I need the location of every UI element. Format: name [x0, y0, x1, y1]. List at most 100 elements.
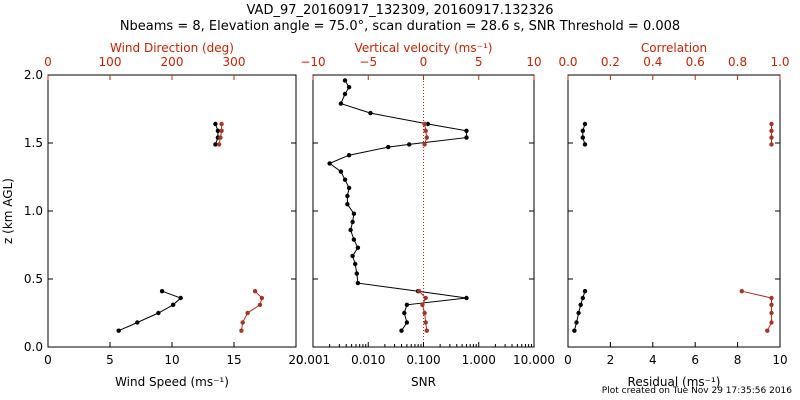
x2-tick-label-middle: 0: [420, 55, 428, 69]
series-line-middle-2: [424, 123, 428, 145]
data-point-right: [574, 320, 579, 325]
data-point-left: [216, 142, 222, 147]
data-point-left: [159, 289, 165, 294]
series-line-left-3: [218, 124, 223, 145]
data-point-middle: [327, 161, 332, 166]
x2-axis-label-left: Wind Direction (deg): [110, 41, 234, 55]
x2-axis-label-right: Correlation: [641, 41, 707, 55]
data-point-right: [769, 310, 774, 316]
data-point-middle: [422, 142, 427, 147]
data-point-middle: [407, 142, 412, 147]
data-point-middle: [416, 289, 422, 294]
data-point-middle: [404, 320, 410, 325]
data-point-middle: [354, 271, 359, 276]
data-point-left: [252, 289, 258, 294]
x2-tick-label-left: 100: [99, 55, 122, 69]
y-tick-label: 1.5: [24, 136, 43, 150]
x2-tick-label-right: 1.0: [770, 55, 789, 69]
data-point-left: [213, 142, 218, 147]
x2-tick-label-left: 300: [223, 55, 246, 69]
series-line-right-1: [582, 123, 586, 145]
data-point-right: [578, 302, 583, 307]
x-tick-label-right: 0: [564, 353, 572, 367]
plot-frame-right: [567, 74, 781, 348]
data-point-middle: [346, 85, 352, 90]
data-point-middle: [351, 237, 357, 242]
x-axis-label-right: Residual (ms⁻¹): [628, 375, 721, 389]
data-point-right: [580, 295, 585, 301]
series-line-left-1: [214, 123, 219, 145]
data-point-middle: [346, 153, 352, 158]
data-point-middle: [422, 310, 427, 316]
x2-tick-label-middle: 5: [475, 55, 483, 69]
data-point-left: [257, 302, 263, 307]
x-tick-label-left: 10: [164, 353, 179, 367]
data-point-middle: [345, 193, 350, 199]
data-point-right: [769, 295, 774, 301]
x-tick-label-right: 4: [649, 353, 657, 367]
x2-tick-label-left: 0: [44, 55, 52, 69]
x-tick-label-middle: 1.000: [462, 353, 496, 367]
data-point-left: [116, 328, 121, 333]
data-point-middle: [350, 219, 355, 225]
data-point-right: [769, 320, 774, 325]
data-point-right: [582, 121, 588, 127]
data-point-middle: [338, 101, 344, 106]
series-line-left-2: [240, 290, 263, 331]
data-point-middle: [342, 91, 348, 97]
data-point-middle: [348, 227, 353, 233]
x-tick-label-left: 0: [44, 353, 52, 367]
x2-tick-label-right: 0.8: [728, 55, 747, 69]
data-point-middle: [355, 245, 361, 250]
data-point-left: [178, 295, 183, 301]
series-line-left-0: [118, 290, 182, 332]
data-point-right: [580, 128, 585, 133]
data-point-middle: [368, 110, 373, 116]
x-tick-label-left: 15: [226, 353, 241, 367]
x2-tick-label-right: 0.2: [601, 55, 620, 69]
chart-title: VAD_97_20160917_132309, 20160917.132326: [246, 3, 554, 18]
y-tick-label: 1.0: [24, 204, 43, 218]
data-point-middle: [423, 295, 428, 301]
y-axis-label: z (km AGL): [1, 178, 15, 244]
x-tick-label-right: 10: [772, 353, 787, 367]
data-point-middle: [424, 328, 429, 333]
data-point-middle: [404, 302, 410, 307]
data-point-middle: [399, 328, 404, 333]
x2-tick-label-middle: −5: [359, 55, 377, 69]
x-tick-label-left: 20: [288, 353, 303, 367]
x-tick-label-middle: 0.010: [351, 353, 385, 367]
x-tick-label-right: 2: [607, 353, 615, 367]
data-point-right: [582, 289, 588, 294]
data-point-left: [213, 121, 218, 127]
series-line-right-2: [741, 290, 772, 331]
x2-tick-label-left: 200: [161, 55, 184, 69]
data-point-middle: [346, 185, 352, 191]
data-point-middle: [386, 144, 391, 150]
data-point-left: [239, 328, 244, 333]
series-line-middle-0: [328, 80, 467, 331]
data-point-middle: [464, 295, 469, 301]
data-point-middle: [402, 310, 407, 316]
data-point-right: [769, 121, 774, 127]
x2-tick-label-middle: −10: [300, 55, 325, 69]
data-point-right: [769, 128, 774, 133]
x2-axis-label-middle: Vertical velocity (ms⁻¹): [355, 41, 493, 55]
data-point-left: [245, 310, 250, 316]
data-point-left: [171, 302, 176, 307]
data-point-right: [582, 142, 588, 147]
data-point-middle: [355, 280, 361, 286]
data-point-middle: [425, 121, 431, 127]
data-point-middle: [351, 211, 357, 216]
data-point-right: [765, 328, 770, 333]
x-axis-label-left: Wind Speed (ms⁻¹): [115, 375, 229, 389]
y-tick-label: 2.0: [24, 68, 43, 82]
data-point-middle: [423, 128, 428, 133]
data-point-right: [580, 135, 585, 140]
data-point-middle: [422, 121, 427, 127]
x-axis-label-middle: SNR: [411, 375, 436, 389]
data-point-middle: [338, 169, 344, 174]
data-point-right: [572, 328, 577, 333]
data-point-middle: [350, 253, 355, 259]
